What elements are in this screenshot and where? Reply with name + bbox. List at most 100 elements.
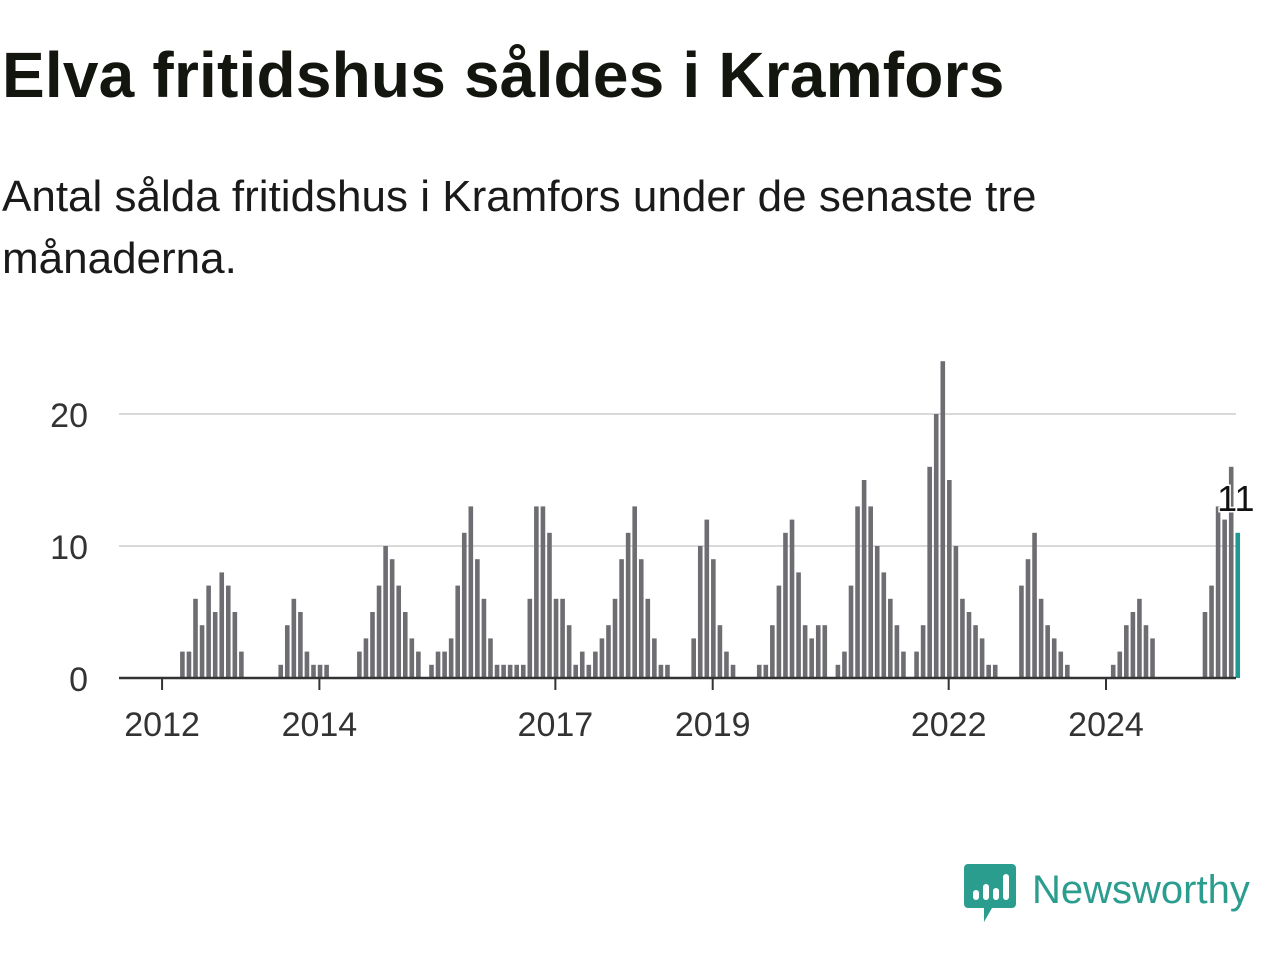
bar: [186, 651, 192, 678]
bar: [593, 651, 598, 678]
bar: [455, 585, 461, 678]
x-tick-label: 2014: [282, 706, 358, 744]
bar: [973, 625, 978, 678]
bar: [717, 625, 723, 678]
bar: [612, 598, 618, 678]
bar: [468, 506, 474, 678]
bar: [855, 506, 860, 678]
bar: [291, 598, 297, 678]
bar: [619, 559, 624, 678]
bar: [416, 651, 421, 678]
bar: [776, 585, 782, 678]
bar: [1065, 664, 1070, 678]
bar: [599, 638, 605, 678]
bar: [815, 625, 821, 678]
bar: [763, 664, 769, 678]
bar: [789, 519, 795, 678]
bar: [1137, 598, 1142, 678]
bar: [324, 664, 329, 678]
bar: [1215, 506, 1221, 678]
bar: [435, 651, 441, 678]
bar: [560, 598, 565, 678]
chart-subtitle: Antal sålda fritidshus i Kramfors under …: [2, 172, 1037, 283]
bar: [1130, 612, 1136, 678]
bar: [1209, 585, 1214, 678]
bar: [835, 664, 841, 678]
bar: [1150, 638, 1155, 678]
bar: [212, 612, 218, 678]
bar: [730, 664, 736, 678]
bar: [704, 519, 710, 678]
bar: [914, 651, 919, 678]
bar: [573, 664, 578, 678]
bar: [1117, 651, 1123, 678]
bar: [953, 546, 959, 678]
bar: [1124, 625, 1129, 678]
bar: [1032, 532, 1037, 678]
y-tick-label: 0: [69, 661, 88, 699]
bar: [1038, 598, 1044, 678]
bar: [724, 651, 729, 678]
bar: [645, 598, 651, 678]
bar: [363, 638, 369, 678]
bar: [901, 651, 906, 678]
bar: [966, 612, 972, 678]
bar: [534, 506, 539, 678]
bar: [553, 598, 559, 678]
bar: [625, 532, 631, 678]
bar: [822, 625, 828, 678]
bar: [783, 532, 788, 678]
bar: [802, 625, 808, 678]
bar: [861, 480, 867, 678]
bar: [193, 598, 198, 678]
bar: [1045, 625, 1050, 678]
bar: [311, 664, 316, 678]
bar: [481, 598, 487, 678]
x-tick-label: 2019: [675, 706, 751, 744]
bar: [586, 664, 592, 678]
bar: [357, 651, 362, 678]
bar: [1202, 612, 1208, 678]
bar: [1058, 651, 1064, 678]
bar: [402, 612, 408, 678]
bar: [868, 506, 873, 678]
bar: [1051, 638, 1057, 678]
grid-layer: [119, 413, 1236, 547]
bar: [638, 559, 644, 678]
x-tick-label: 2017: [518, 706, 594, 744]
bar: [920, 625, 926, 678]
x-tick-label: 2024: [1068, 706, 1144, 744]
bar: [520, 664, 526, 678]
bar: [986, 664, 991, 678]
bar: [770, 625, 775, 678]
bar-highlight: [1235, 532, 1241, 678]
bar: [396, 585, 402, 678]
bar: [940, 361, 946, 678]
bar: [1228, 466, 1234, 678]
bar: [1143, 625, 1149, 678]
bar: [304, 651, 310, 678]
bar: [429, 664, 434, 678]
bar: [881, 572, 887, 678]
bar: [475, 559, 480, 678]
bar: [1019, 585, 1024, 678]
bar: [442, 651, 447, 678]
bar: [409, 638, 415, 678]
bar: [514, 664, 520, 678]
bar: [527, 598, 533, 678]
bar: [652, 638, 657, 678]
bar: [947, 480, 952, 678]
bar: [488, 638, 493, 678]
bar: [874, 546, 880, 678]
bar: [232, 612, 238, 678]
bar: [383, 546, 388, 678]
bar: [756, 664, 762, 678]
bar: [1110, 664, 1116, 678]
bar: [894, 625, 900, 678]
bar: [691, 638, 696, 678]
bar: [632, 506, 637, 678]
bar: [933, 414, 939, 678]
bar-chart: 0 10 20 11 2012 2014 2017 2019 2022 2024: [50, 361, 1256, 744]
highlight-data-label: 11: [1217, 478, 1254, 519]
bar: [665, 664, 670, 678]
